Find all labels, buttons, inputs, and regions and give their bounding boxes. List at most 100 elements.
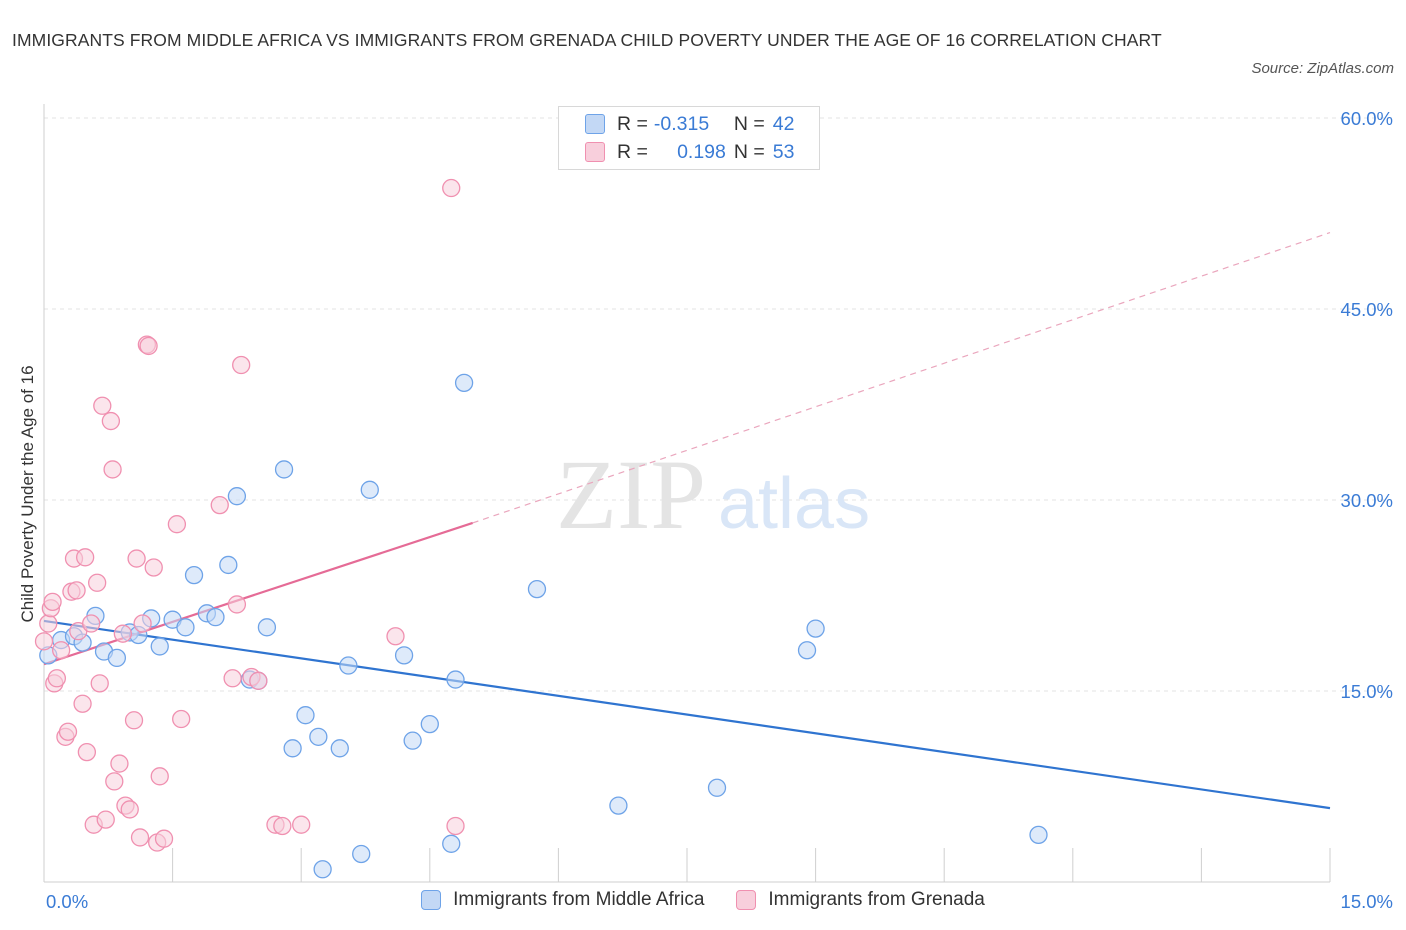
y-tick-label: 45.0% (1341, 299, 1393, 320)
tick-labels: 15.0% 30.0% 45.0% 60.0% 0.0% 15.0% (46, 108, 1393, 912)
legend-label-middle-africa: Immigrants from Middle Africa (453, 889, 705, 910)
trend-grenada-extension (472, 232, 1331, 524)
point-grenada (127, 549, 146, 568)
point-middle-africa (107, 648, 127, 668)
chart-title: IMMIGRANTS FROM MIDDLE AFRICA VS IMMIGRA… (12, 30, 1162, 50)
point-grenada (96, 810, 115, 829)
point-grenada (150, 767, 169, 786)
point-grenada (93, 396, 112, 415)
point-grenada (105, 772, 124, 791)
watermark-zip: ZIP (556, 439, 706, 550)
point-middle-africa (454, 373, 474, 393)
point-middle-africa (309, 727, 328, 746)
point-grenada (154, 829, 174, 848)
point-middle-africa (339, 656, 358, 675)
grid-lines (44, 117, 1392, 692)
point-grenada (124, 711, 144, 730)
point-grenada (88, 573, 107, 592)
point-middle-africa (176, 618, 195, 637)
y-tick-label: 15.0% (1341, 681, 1393, 702)
point-middle-africa (1029, 825, 1048, 845)
r-value: 0.198 (677, 140, 726, 163)
point-grenada (249, 671, 268, 690)
point-middle-africa (442, 834, 461, 853)
point-grenada (130, 828, 150, 847)
legend-label-grenada: Immigrants from Grenada (768, 889, 985, 910)
point-middle-africa (420, 714, 439, 734)
legend-swatch-grenada (585, 142, 605, 162)
r-label: R = (617, 112, 648, 135)
series-legend: Immigrants from Middle Africa Immigrants… (0, 889, 1406, 911)
point-middle-africa (227, 487, 247, 506)
point-middle-africa (352, 844, 371, 864)
legend-item-grenada: Immigrants from Grenada (736, 889, 985, 911)
point-middle-africa (707, 778, 727, 797)
point-grenada (34, 632, 54, 651)
point-grenada (73, 694, 92, 713)
data-points (34, 178, 1048, 879)
point-grenada (442, 178, 461, 198)
point-grenada (58, 722, 78, 741)
point-grenada (120, 800, 139, 819)
point-middle-africa (394, 646, 414, 665)
source-credit: Source: ZipAtlas.com (1251, 60, 1394, 77)
n-label: N = (733, 140, 765, 163)
point-grenada (210, 495, 229, 515)
point-grenada (172, 709, 191, 729)
point-middle-africa (313, 860, 332, 879)
point-grenada (144, 558, 163, 577)
point-grenada (292, 815, 311, 834)
point-grenada (90, 674, 109, 693)
r-label: R = (617, 140, 648, 163)
point-middle-africa (274, 460, 294, 479)
axes (43, 104, 1331, 883)
correlation-legend: R = -0.315 N = 42 R = 0.198 N = 53 (558, 106, 820, 170)
point-middle-africa (330, 739, 349, 758)
point-grenada (113, 624, 133, 643)
point-middle-africa (446, 670, 465, 689)
point-grenada (446, 816, 465, 836)
point-grenada (227, 595, 247, 614)
watermark: ZIP atlas (556, 439, 870, 550)
point-middle-africa (403, 731, 422, 750)
point-grenada (47, 669, 67, 688)
legend-item-middle-africa: Immigrants from Middle Africa (421, 889, 704, 911)
trend-lines (43, 232, 1331, 810)
n-label: N = (733, 112, 765, 135)
r-value: -0.315 (653, 112, 710, 135)
x-tick-label: 15.0% (1341, 891, 1393, 912)
n-value: 42 (772, 112, 795, 135)
point-grenada (43, 592, 62, 612)
point-grenada (223, 669, 242, 688)
n-value: 53 (772, 140, 795, 163)
legend-swatch-middle-africa (585, 114, 605, 134)
point-middle-africa (257, 618, 277, 637)
point-grenada (76, 548, 95, 567)
point-grenada (103, 460, 122, 479)
point-grenada (39, 614, 58, 633)
point-middle-africa (360, 480, 379, 499)
y-tick-label: 30.0% (1341, 490, 1393, 511)
point-grenada (273, 816, 292, 836)
trend-middle-africa (43, 619, 1331, 810)
y-tick-label: 60.0% (1341, 108, 1393, 129)
legend-row-middle-africa: R = -0.315 N = 42 (585, 111, 794, 137)
point-grenada (386, 627, 405, 646)
y-axis-label: Child Poverty Under the Age of 16 (18, 365, 37, 622)
point-grenada (51, 641, 71, 660)
point-middle-africa (283, 739, 302, 758)
point-middle-africa (206, 607, 225, 627)
point-grenada (101, 411, 121, 431)
point-grenada (167, 515, 187, 534)
watermark-atlas: atlas (718, 464, 870, 544)
point-grenada (77, 742, 97, 762)
legend-swatch-middle-africa (421, 890, 442, 910)
point-middle-africa (296, 706, 315, 725)
point-middle-africa (184, 565, 204, 585)
point-grenada (82, 614, 101, 633)
point-middle-africa (150, 637, 169, 656)
trend-grenada (43, 521, 474, 666)
point-middle-africa (609, 796, 628, 815)
point-grenada (232, 355, 251, 375)
point-grenada (133, 614, 152, 633)
